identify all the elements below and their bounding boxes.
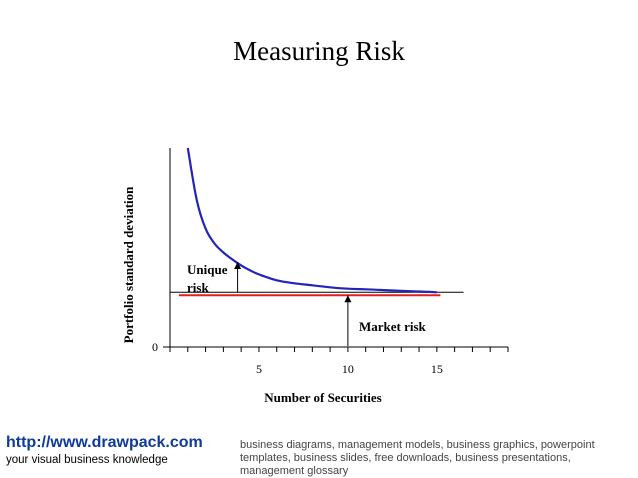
x-tick-label-5: 5 xyxy=(256,362,262,376)
annotations: Unique risk Market risk xyxy=(187,262,427,346)
footer-keywords: business diagrams, management models, bu… xyxy=(240,439,595,477)
reference-lines xyxy=(170,291,464,297)
x-axis-ticks xyxy=(169,347,509,352)
x-tick-label-15: 15 xyxy=(431,362,443,376)
series-line-portfolio-risk xyxy=(186,147,437,294)
x-tick-label-10: 10 xyxy=(342,362,354,376)
unique-risk-label: risk xyxy=(187,280,209,295)
chart-title: Measuring Risk xyxy=(233,36,405,66)
unique-risk-label: Unique xyxy=(187,262,228,277)
tagline: your visual business knowledge xyxy=(6,454,168,466)
y-tick-label-0: 0 xyxy=(152,340,158,354)
unique-risk-arrowhead xyxy=(234,262,242,269)
x-tick-labels: 5 10 15 xyxy=(256,362,443,376)
footer-branding: http://www.drawpack.com your visual busi… xyxy=(6,434,203,466)
market-risk-label: Market risk xyxy=(359,319,427,334)
market-risk-arrowhead xyxy=(344,295,352,303)
y-axis-label: Portfolio standard deviation xyxy=(121,186,136,343)
x-axis-label: Number of Securities xyxy=(264,390,381,405)
site-url-link[interactable]: http://www.drawpack.com xyxy=(6,434,203,451)
